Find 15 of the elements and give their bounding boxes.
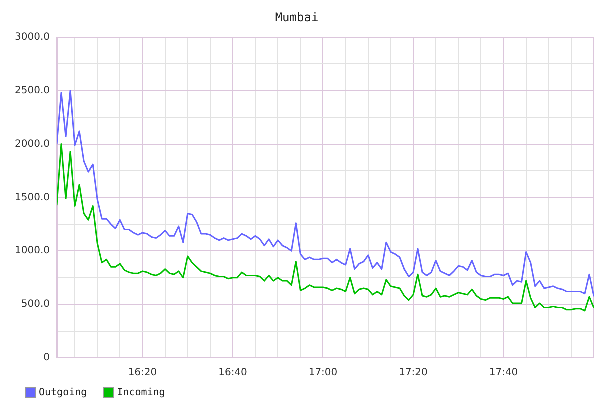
x-tick-label: 16:40 — [218, 368, 248, 379]
legend-label: Outgoing — [39, 388, 88, 399]
legend-label: Incoming — [117, 388, 166, 399]
y-tick-label: 1000.0 — [15, 246, 50, 257]
y-tick-label: 1500.0 — [15, 192, 50, 204]
x-tick-label: 17:00 — [308, 368, 338, 379]
chart-title: Mumbai — [275, 10, 319, 24]
x-tick-label: 16:20 — [128, 368, 158, 379]
y-tick-label: 2500.0 — [15, 85, 50, 96]
x-tick-label: 17:20 — [399, 368, 428, 379]
y-tick-label: 0 — [44, 352, 50, 364]
y-tick-label: 500.0 — [21, 299, 50, 310]
x-tick-label: 17:40 — [489, 368, 518, 379]
y-tick-label: 2000.0 — [15, 138, 50, 150]
y-tick-label: 3000.0 — [15, 32, 50, 43]
